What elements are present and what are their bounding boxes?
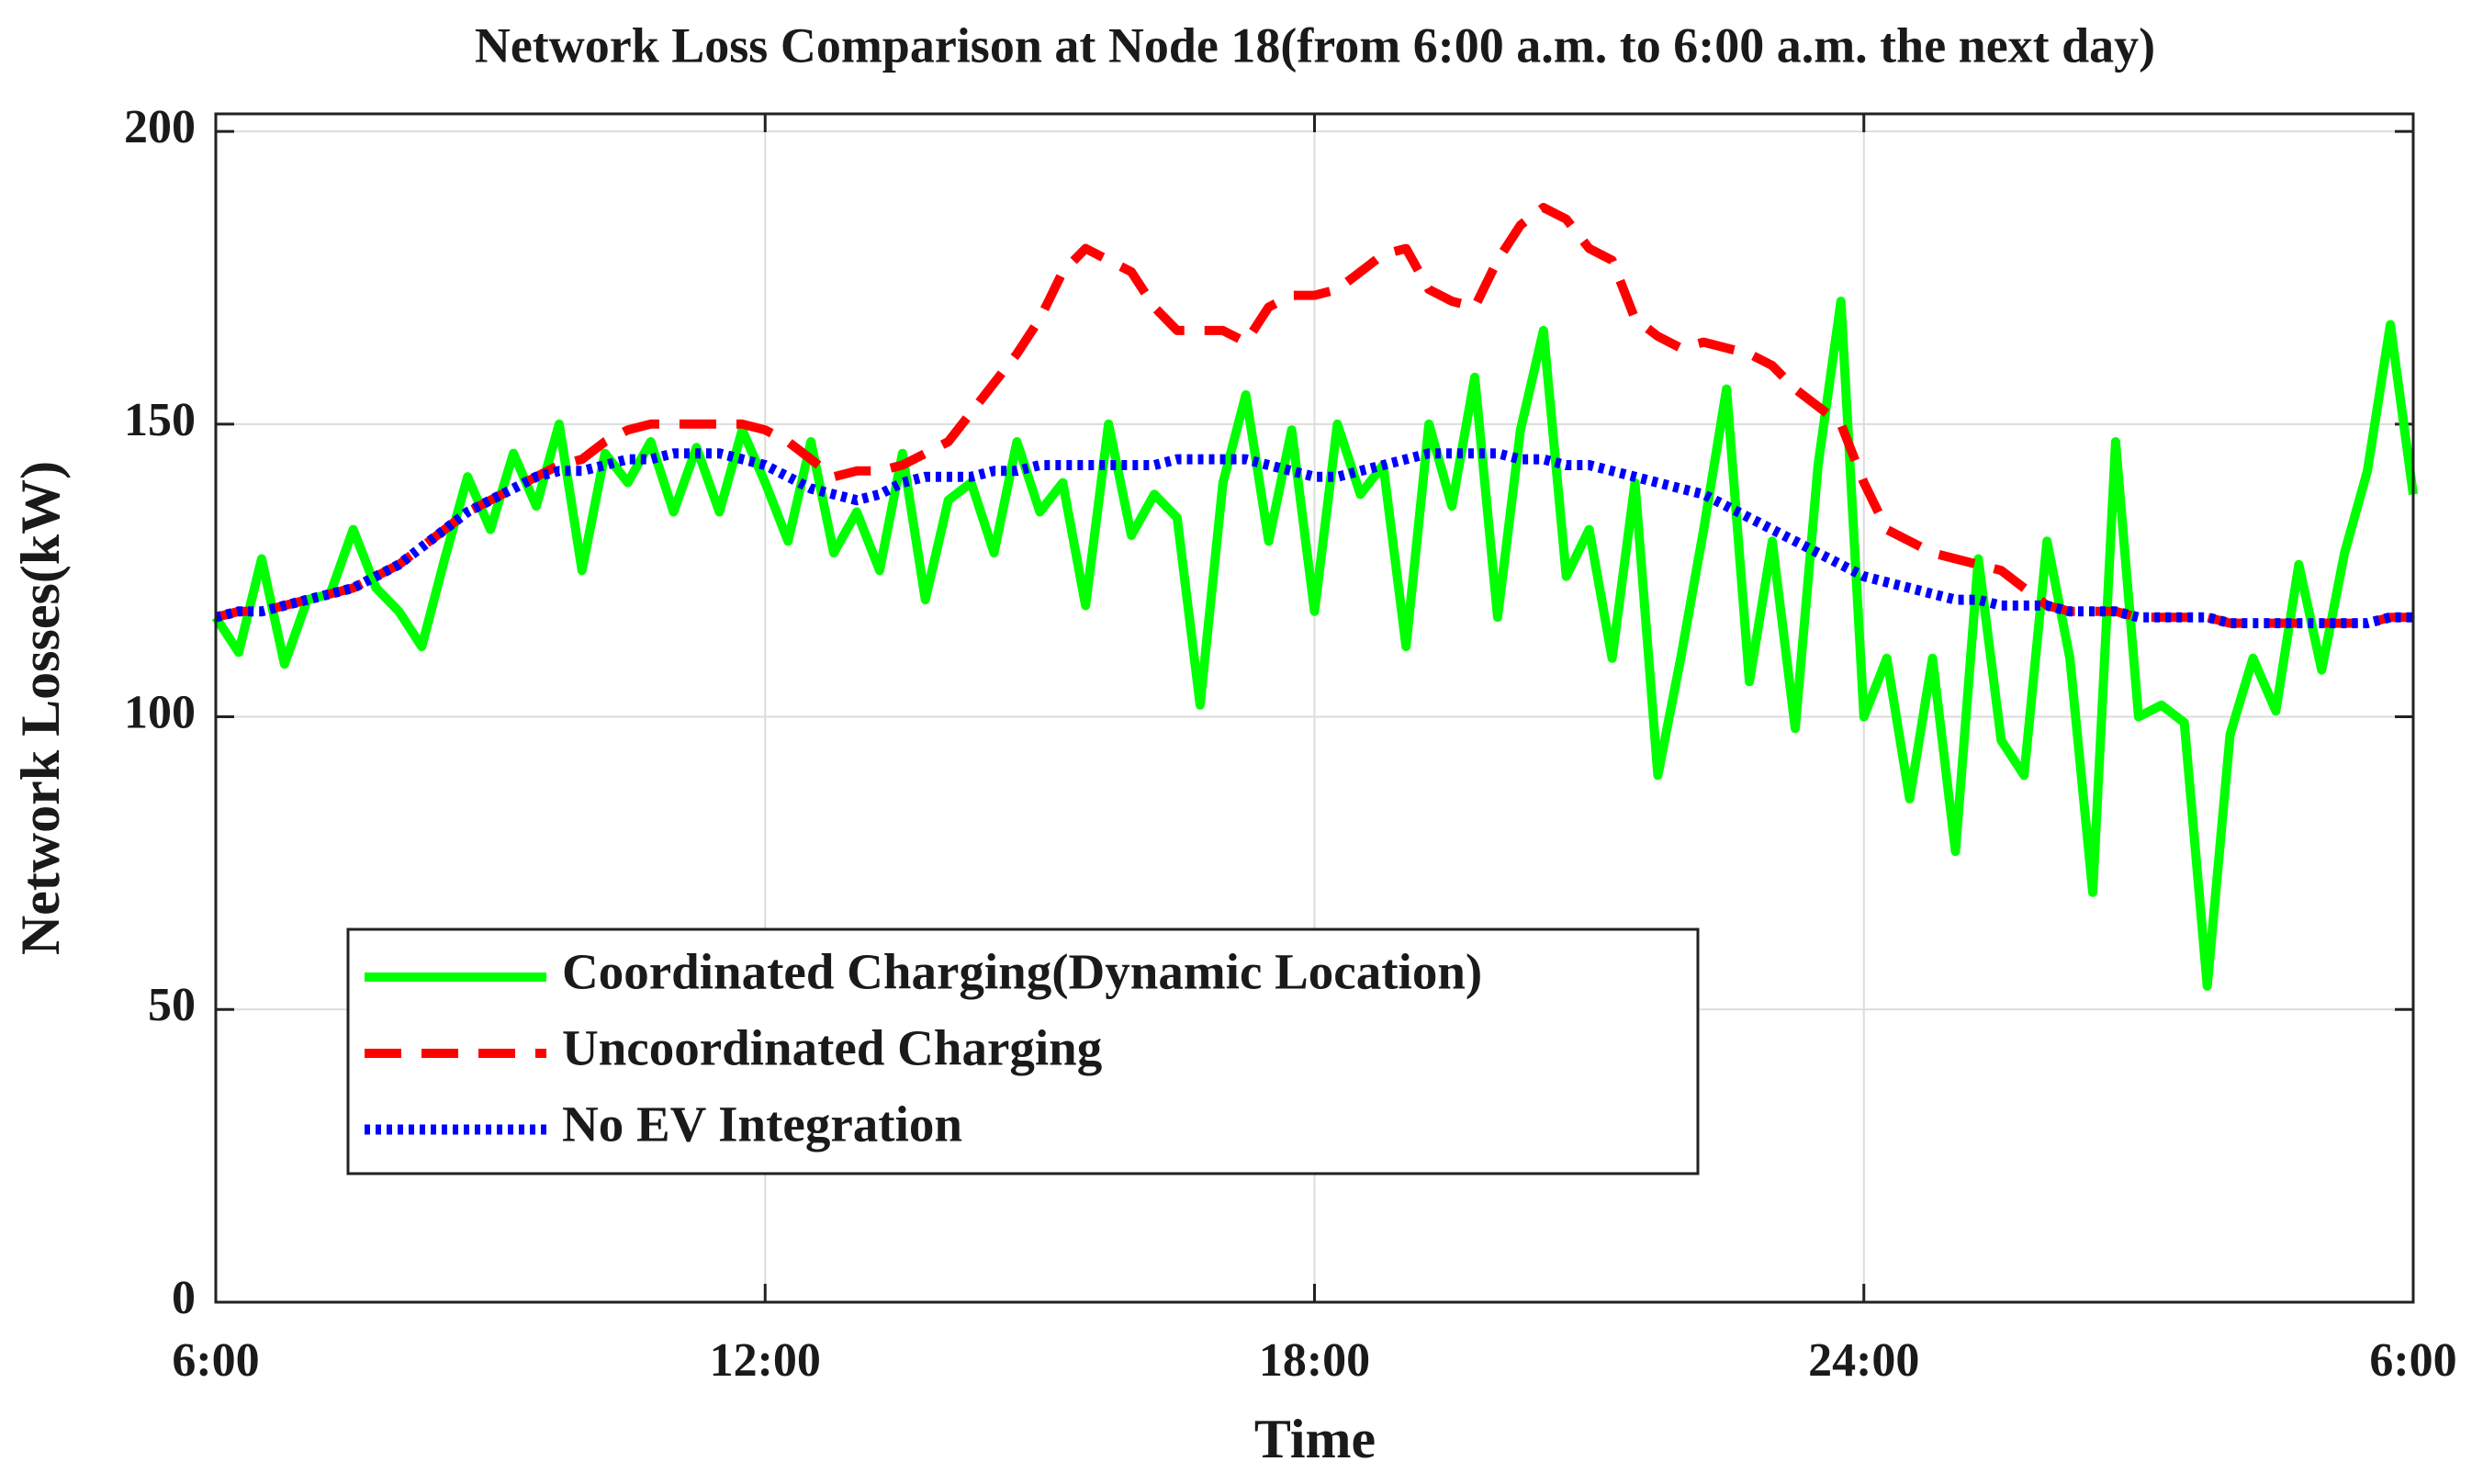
x-tick-label: 24:00	[1808, 1334, 1919, 1387]
x-tick-label: 12:00	[710, 1334, 821, 1387]
y-tick-label: 150	[124, 394, 196, 446]
x-tick-label: 6:00	[172, 1334, 259, 1387]
plot-frame	[214, 112, 2415, 1304]
legend-label: No EV Integration	[562, 1096, 962, 1152]
y-tick-label: 100	[124, 686, 196, 738]
legend-label: Coordinated Charging(Dynamic Location)	[562, 944, 1482, 1000]
y-tick-label: 50	[148, 979, 196, 1031]
x-axis-label: Time	[1254, 1409, 1376, 1469]
y-tick-label: 200	[124, 101, 196, 153]
legend-box	[346, 928, 1700, 1175]
y-axis-label: Network Losses(kW)	[10, 461, 71, 955]
chart-title: Network Loss Comparison at Node 18(from …	[475, 17, 2155, 73]
legend: Coordinated Charging(Dynamic Location) Un…	[346, 928, 1700, 1175]
legend-label: Uncoordinated Charging	[562, 1020, 1102, 1076]
y-tick-label: 0	[172, 1272, 196, 1324]
series-line	[214, 448, 2413, 629]
x-tick-label: 18:00	[1259, 1334, 1370, 1387]
series-line	[211, 297, 2418, 991]
x-tick-label: 6:00	[2369, 1334, 2456, 1387]
